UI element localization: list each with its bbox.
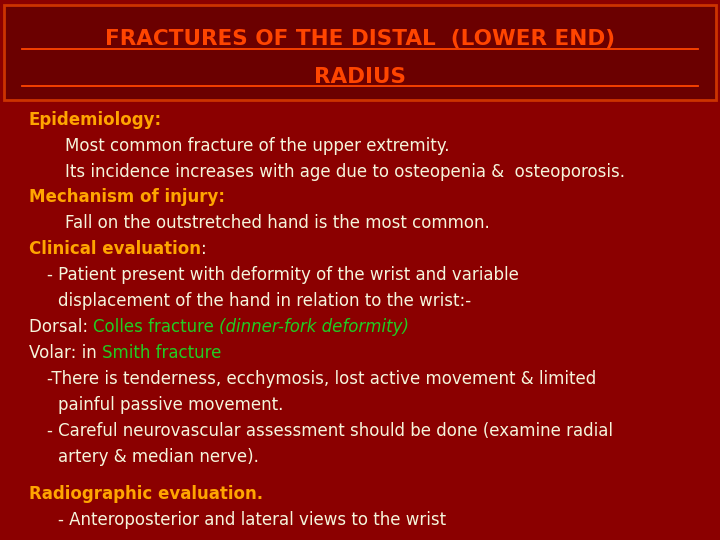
Text: Epidemiology:: Epidemiology: — [29, 111, 162, 129]
Text: FRACTURES OF THE DISTAL  (LOWER END): FRACTURES OF THE DISTAL (LOWER END) — [105, 29, 615, 49]
Text: - Careful neurovascular assessment should be done (examine radial: - Careful neurovascular assessment shoul… — [47, 422, 613, 440]
Text: artery & median nerve).: artery & median nerve). — [58, 448, 258, 465]
Text: - Patient present with deformity of the wrist and variable: - Patient present with deformity of the … — [47, 266, 518, 284]
Text: Dorsal:: Dorsal: — [29, 318, 93, 336]
Text: Mechanism of injury:: Mechanism of injury: — [29, 188, 225, 206]
Text: Smith fracture: Smith fracture — [102, 344, 221, 362]
Text: Clinical evaluation: Clinical evaluation — [29, 240, 201, 258]
Text: Most common fracture of the upper extremity.: Most common fracture of the upper extrem… — [65, 137, 449, 154]
Text: (dinner-fork deformity): (dinner-fork deformity) — [220, 318, 409, 336]
Text: - Anteroposterior and lateral views to the wrist: - Anteroposterior and lateral views to t… — [58, 511, 446, 529]
Text: painful passive movement.: painful passive movement. — [58, 396, 283, 414]
Text: Radiographic evaluation.: Radiographic evaluation. — [29, 485, 263, 503]
Text: displacement of the hand in relation to the wrist:-: displacement of the hand in relation to … — [58, 292, 471, 310]
Text: Colles fracture: Colles fracture — [93, 318, 220, 336]
Text: Volar: in: Volar: in — [29, 344, 102, 362]
Text: Its incidence increases with age due to osteopenia &  osteoporosis.: Its incidence increases with age due to … — [65, 163, 625, 180]
Text: RADIUS: RADIUS — [314, 66, 406, 87]
Text: :: : — [201, 240, 207, 258]
FancyBboxPatch shape — [4, 5, 716, 100]
Text: Fall on the outstretched hand is the most common.: Fall on the outstretched hand is the mos… — [65, 214, 490, 232]
Text: -There is tenderness, ecchymosis, lost active movement & limited: -There is tenderness, ecchymosis, lost a… — [47, 370, 596, 388]
